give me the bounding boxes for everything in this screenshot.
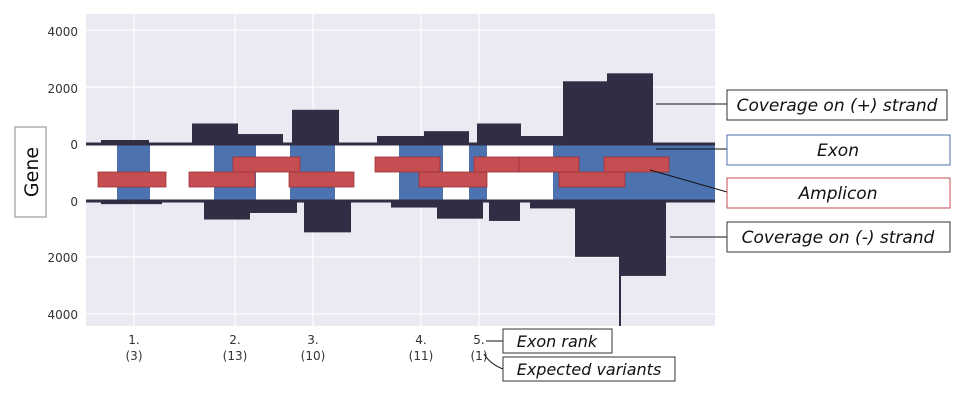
minus-coverage-block-2	[204, 201, 250, 220]
amplicon-9	[558, 171, 626, 188]
plus-coverage-block-4	[292, 109, 339, 144]
plus-coverage-block-6	[424, 131, 469, 144]
gene-label-box	[14, 126, 47, 218]
minus-coverage-block-7	[489, 201, 520, 221]
exon-variants-5: (1)	[471, 349, 488, 363]
gene-label: Gene	[21, 147, 43, 197]
legend-exon-label: Exon	[817, 141, 859, 161]
plus-coverage-block-1	[101, 140, 149, 144]
minus-coverage-block-8	[530, 201, 575, 209]
plus-coverage-block-2	[192, 123, 238, 144]
legend-minus-label: Coverage on (-) strand	[742, 228, 935, 248]
amplicon-4	[288, 171, 355, 188]
minus-tick-4000: 4000	[47, 308, 78, 322]
legend-plus-box	[726, 89, 948, 121]
amplicon-7	[473, 156, 521, 173]
exon-variants-4: (11)	[409, 349, 434, 363]
legend-amplicon-label: Amplicon	[798, 184, 878, 204]
minus-tick-2000: 2000	[47, 251, 78, 265]
legend-minus-box	[726, 221, 951, 253]
legend-expected-label: Expected variants	[517, 360, 662, 379]
plus-coverage-block-3	[238, 134, 283, 144]
minus-coverage-block-3	[250, 201, 297, 213]
legend-amplicon-box	[726, 177, 951, 209]
amplicon-8	[518, 156, 580, 173]
amplicon-3	[232, 156, 301, 173]
exon-variants-3: (10)	[301, 349, 326, 363]
amplicon-5	[374, 156, 441, 173]
minus-tick-0: 0	[70, 195, 78, 209]
exon-variants-2: (13)	[223, 349, 248, 363]
leader-amplicon	[649, 169, 728, 193]
exon-rank-5: 5.	[473, 333, 484, 347]
plus-coverage-block-8	[521, 136, 563, 144]
leader-expected	[483, 353, 504, 370]
exon-rank-3: 3.	[307, 333, 318, 347]
exon-rank-4: 4.	[415, 333, 426, 347]
legend-expected-box	[502, 356, 676, 382]
minus-coverage-block-1	[101, 201, 162, 205]
amplicon-6	[418, 171, 488, 188]
plus-tick-2000: 2000	[47, 82, 78, 96]
minus-coverage-block-4	[304, 201, 351, 233]
plus-tick-4000: 4000	[47, 25, 78, 39]
minus-coverage-block-5	[391, 201, 437, 208]
exon-rank-2: 2.	[229, 333, 240, 347]
amplicon-2	[188, 171, 256, 188]
minus-coverage-block-6	[437, 201, 483, 219]
minus-coverage-spike	[619, 201, 621, 326]
legend-exon-rank-box	[502, 328, 613, 354]
legend-exon-box	[726, 134, 951, 166]
amplicon-1	[97, 171, 167, 188]
legend-plus-label: Coverage on (+) strand	[737, 96, 938, 116]
minus-coverage-block-10	[620, 201, 666, 276]
plus-tick-0: 0	[70, 138, 78, 152]
plus-coverage-block-5	[377, 136, 424, 144]
legend-exon-rank-label: Exon rank	[517, 332, 598, 351]
minus-coverage-block-9	[575, 201, 620, 257]
plus-coverage-block-10	[607, 73, 653, 144]
amplicon-10	[603, 156, 670, 173]
exon-rank-1: 1.	[128, 333, 139, 347]
exon-variants-1: (3)	[126, 349, 143, 363]
legend-leaders	[483, 103, 728, 370]
plus-coverage-block-7	[477, 123, 521, 144]
plus-coverage-block-9	[563, 81, 607, 144]
